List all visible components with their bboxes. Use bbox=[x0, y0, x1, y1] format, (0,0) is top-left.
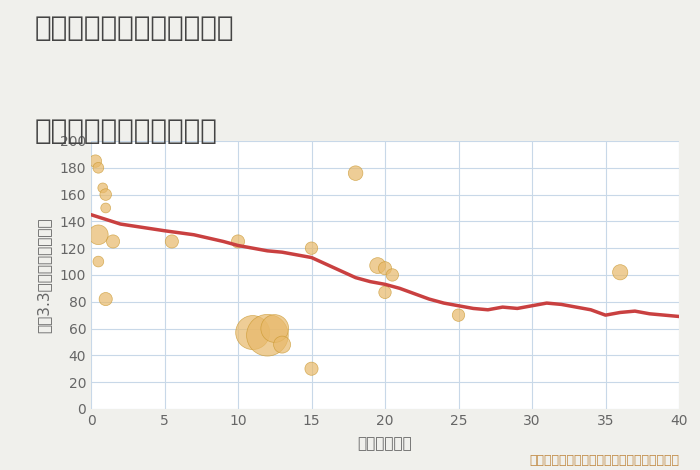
Point bbox=[232, 238, 244, 245]
Point bbox=[306, 244, 317, 252]
Point bbox=[108, 238, 119, 245]
Point bbox=[615, 268, 626, 276]
Point bbox=[100, 191, 111, 198]
Point bbox=[453, 311, 464, 319]
Text: 築年数別中古戸建て価格: 築年数別中古戸建て価格 bbox=[35, 118, 218, 146]
Point bbox=[92, 164, 104, 172]
Point bbox=[306, 365, 317, 372]
Point bbox=[92, 258, 104, 265]
Point bbox=[92, 231, 104, 239]
Point bbox=[97, 184, 108, 192]
Point bbox=[100, 204, 111, 212]
X-axis label: 築年数（年）: 築年数（年） bbox=[358, 436, 412, 451]
Point bbox=[247, 329, 258, 337]
Point bbox=[379, 289, 391, 296]
Point bbox=[90, 157, 101, 165]
Point bbox=[386, 271, 398, 279]
Point bbox=[379, 265, 391, 272]
Point bbox=[372, 262, 384, 269]
Text: 兵庫県西宮市津門大塚町の: 兵庫県西宮市津門大塚町の bbox=[35, 14, 235, 42]
Point bbox=[262, 331, 273, 339]
Point bbox=[100, 295, 111, 303]
Point bbox=[350, 169, 361, 177]
Point bbox=[167, 238, 178, 245]
Point bbox=[269, 325, 280, 332]
Point bbox=[276, 341, 288, 348]
Y-axis label: 坪（3.3㎡）単価（万円）: 坪（3.3㎡）単価（万円） bbox=[36, 217, 51, 333]
Text: 円の大きさは、取引のあった物件面積を示す: 円の大きさは、取引のあった物件面積を示す bbox=[529, 454, 679, 468]
